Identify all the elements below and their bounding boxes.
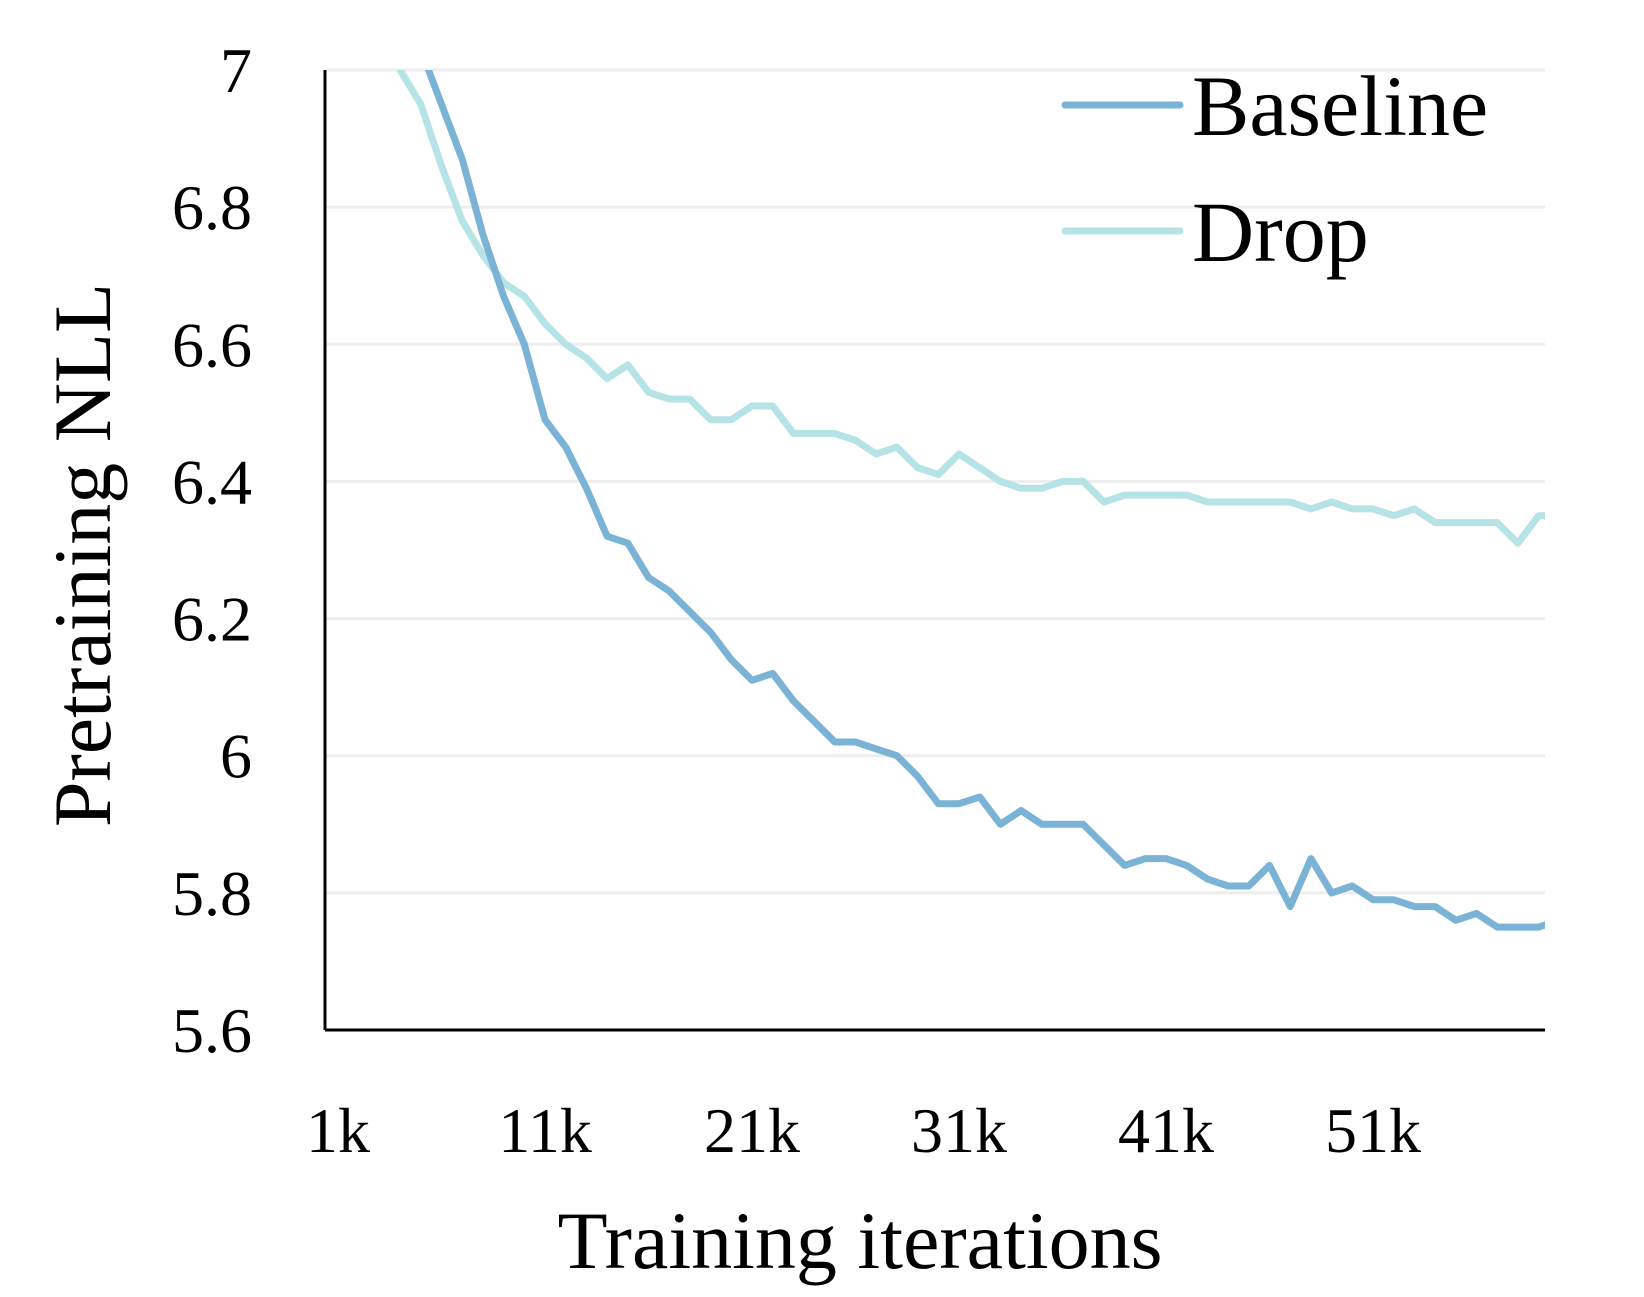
- legend: Baseline Drop: [1061, 58, 1488, 280]
- x-tick-label: 1k: [306, 1095, 370, 1166]
- legend-label-drop: Drop: [1192, 184, 1369, 280]
- y-tick-label: 6.4: [172, 446, 252, 517]
- x-tick-label: 31k: [911, 1095, 1007, 1166]
- y-tick-label: 7: [220, 35, 252, 106]
- series-lines: [396, 70, 1545, 931]
- x-tick-labels: 1k 11k 21k 31k 41k 51k: [306, 1095, 1421, 1166]
- y-tick-label: 6.8: [172, 172, 252, 243]
- legend-label-baseline: Baseline: [1192, 58, 1488, 154]
- y-tick-labels: 5.6 5.8 6 6.2 6.4 6.6 6.8 7: [172, 35, 252, 1066]
- x-axis-title: Training iterations: [557, 1195, 1162, 1286]
- y-tick-label: 6.2: [172, 584, 252, 655]
- x-tick-label: 51k: [1325, 1095, 1421, 1166]
- y-tick-label: 6: [220, 721, 252, 792]
- y-tick-label: 5.8: [172, 858, 252, 929]
- x-tick-label: 11k: [498, 1095, 592, 1166]
- x-tick-label: 41k: [1118, 1095, 1214, 1166]
- gridlines: [325, 68, 1545, 895]
- y-tick-label: 5.6: [172, 995, 252, 1066]
- series-line-baseline: [424, 70, 1545, 931]
- y-axis-title: Pretraining NLL: [37, 283, 128, 827]
- y-tick-label: 6.6: [172, 309, 252, 380]
- axes: [323, 70, 1545, 1032]
- series-line-drop: [396, 70, 1545, 547]
- x-tick-label: 21k: [704, 1095, 800, 1166]
